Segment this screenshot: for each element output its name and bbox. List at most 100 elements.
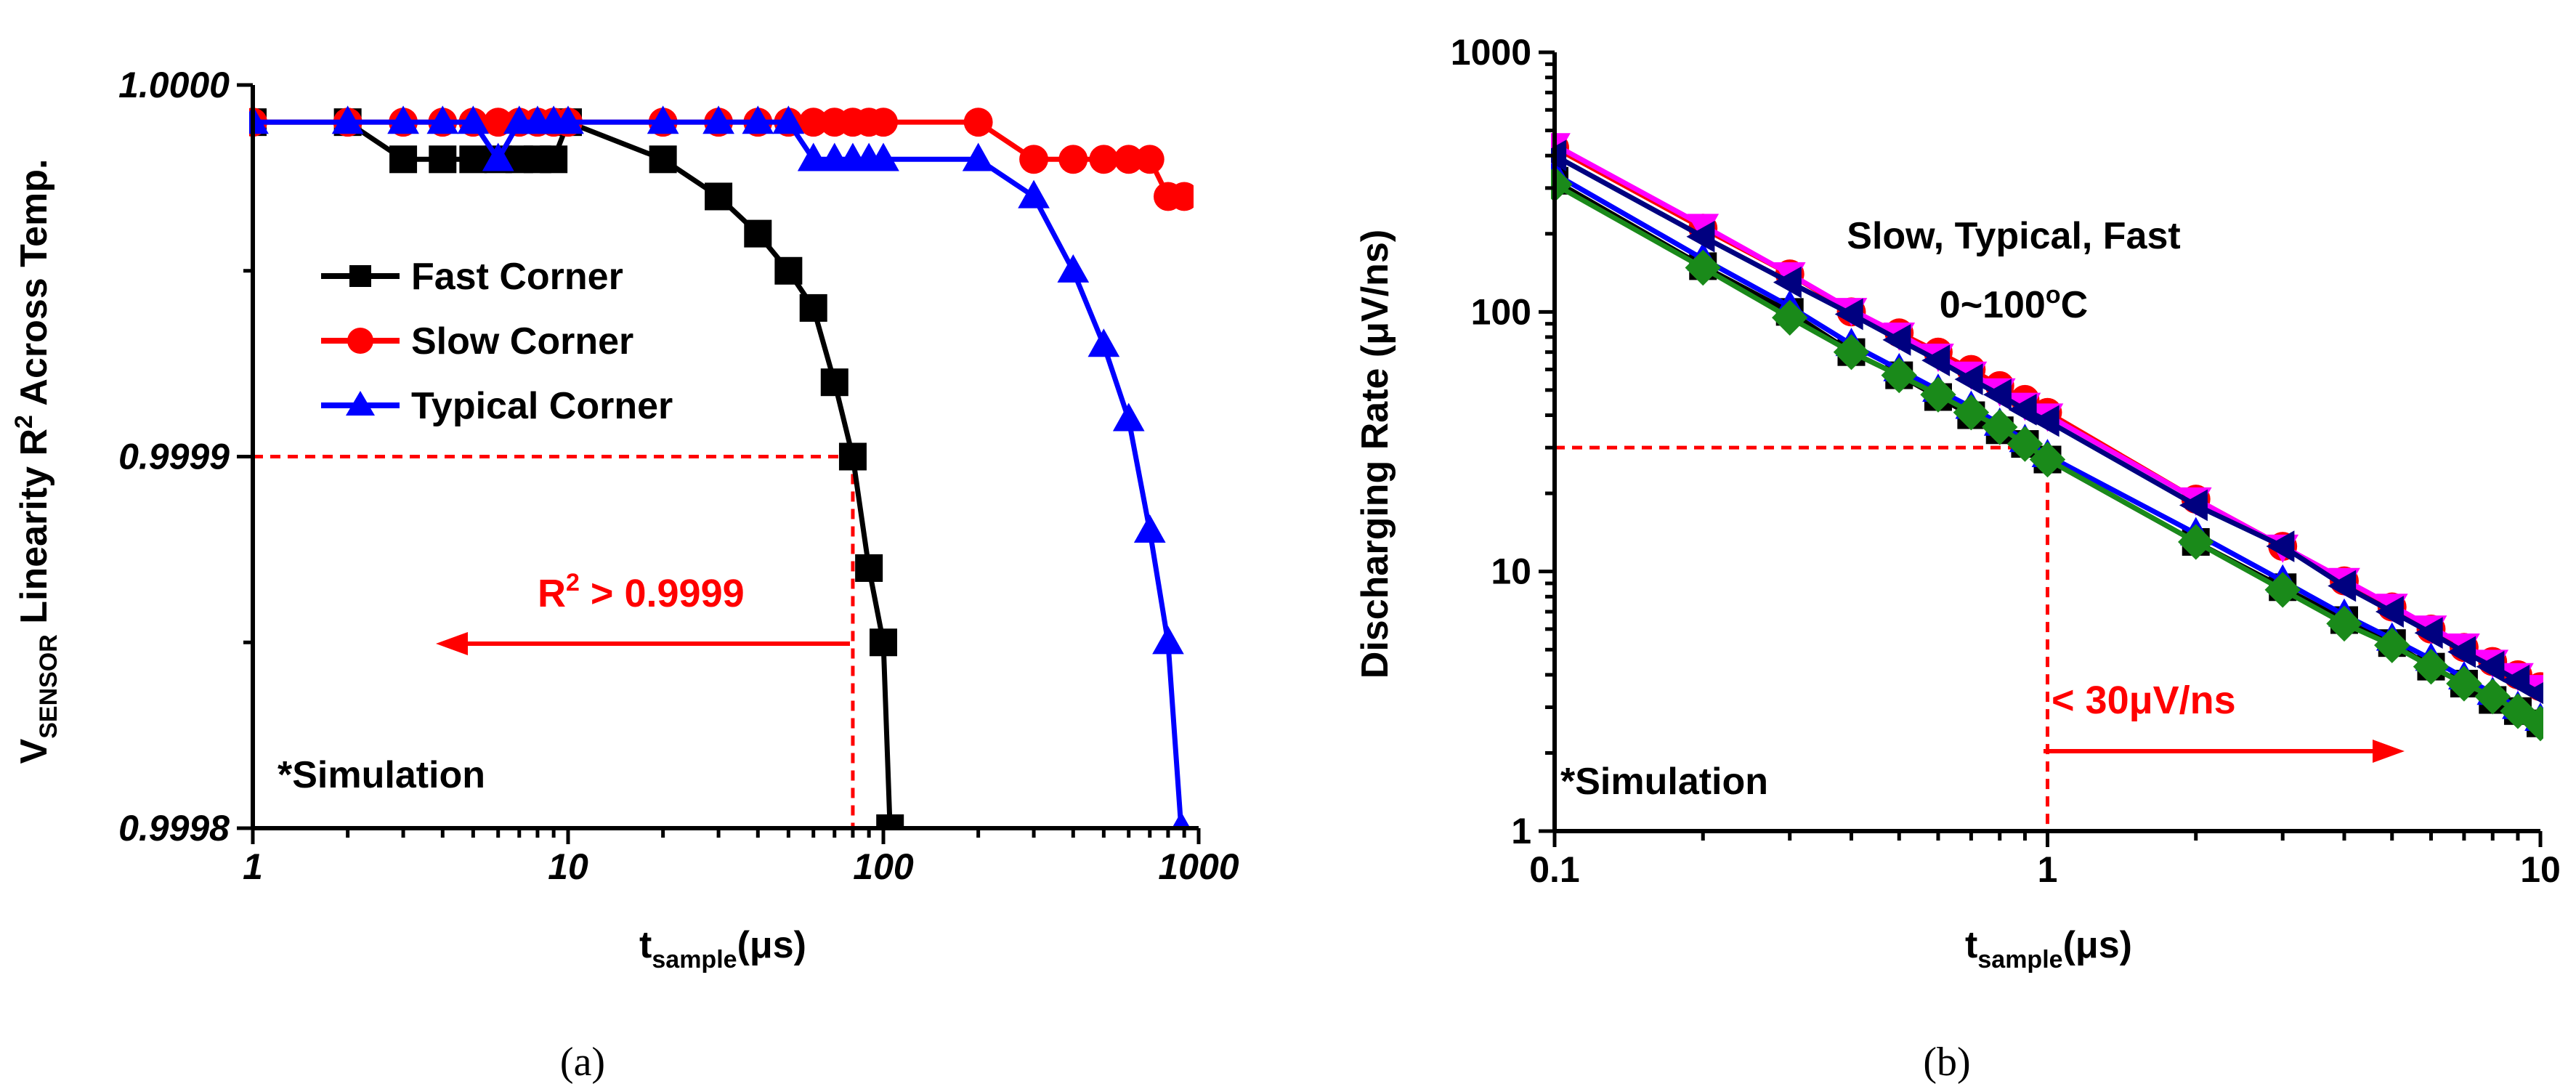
data-point-fast-100c — [1686, 220, 1715, 253]
data-point-fast-corner — [870, 628, 897, 657]
panel-a-legend: Fast Corner Slow Corner Typical Corner — [321, 256, 673, 427]
data-point-slow-0c — [1920, 376, 1956, 413]
data-point-slow-corner — [869, 108, 898, 137]
data-point-typical-corner — [1152, 626, 1184, 655]
data-point-fast-corner — [389, 145, 418, 174]
panel-b-corner-note: Slow, Typical, Fast — [1847, 215, 2180, 257]
panel-b-xlabel-sub: sample — [1977, 946, 2062, 973]
panel-a-chart: 1 10 100 1000 0.9998 0.9999 1.0000 VSENSOR Lin… — [10, 65, 1239, 1085]
panel-b-threshold-lines — [1555, 445, 2049, 831]
data-point-typical-corner — [331, 105, 364, 134]
data-point-fast-corner — [820, 368, 848, 397]
x-tick-label: 1 — [2038, 849, 2058, 890]
data-point-slow-0c — [1953, 394, 1990, 431]
data-point-typical-corner — [772, 105, 805, 134]
data-point-slow-0c — [2326, 605, 2362, 642]
data-point-fast-100c — [2375, 596, 2404, 628]
data-point-slow-corner — [963, 108, 993, 137]
panel-a-ylabel-sub: SENSOR — [35, 634, 62, 739]
data-point-fast-100c — [2266, 530, 2295, 562]
data-point-fast-100c — [2524, 682, 2543, 705]
data-point-fast-100c — [2328, 570, 2357, 602]
data-point-slow-0c — [1982, 409, 2018, 445]
annotation-tail: > 0.9999 — [580, 572, 745, 615]
data-point-fast-corner — [649, 145, 677, 174]
data-point-fast-corner — [774, 256, 803, 285]
data-point-fast-100c — [1982, 378, 2012, 411]
data-point-fast-100c — [2414, 617, 2443, 649]
data-point-slow-0c — [2446, 665, 2482, 702]
x-tick-label: 1000 — [1158, 846, 1239, 887]
temp-note-main: 0~100 — [1940, 284, 2046, 326]
panel-a-ylabel-rest: Linearity R — [13, 429, 55, 634]
data-point-slow-0c — [2006, 426, 2044, 462]
data-point-typical-corner — [387, 105, 419, 134]
panel-b-simulation-note: *Simulation — [1560, 761, 1768, 803]
panel-b-xlabel-unit: (μs) — [2063, 924, 2132, 966]
data-point-slow-0c — [2264, 572, 2301, 608]
legend-item-slow: Slow Corner — [321, 320, 633, 363]
data-point-typical-corner — [867, 142, 899, 171]
panel-b-caption: (b) — [1923, 1040, 1970, 1085]
data-point-fast-100c — [1773, 266, 1802, 299]
data-point-fast-corner — [705, 182, 733, 211]
data-point-typical-corner — [647, 105, 679, 134]
temp-note-tail: C — [2061, 284, 2089, 326]
panel-a-caption: (a) — [560, 1040, 605, 1085]
legend-item-fast: Fast Corner — [321, 256, 623, 298]
data-point-typical-corner — [1087, 328, 1120, 357]
temp-note-sup: o — [2046, 281, 2061, 309]
data-point-slow-corner — [1170, 182, 1194, 211]
x-tick-label: 100 — [853, 846, 914, 887]
data-point-typical-corner — [962, 142, 995, 171]
y-tick-label: 10 — [1491, 551, 1531, 592]
data-point-slow-0c — [2500, 693, 2536, 729]
x-tick-label: 0.1 — [1529, 849, 1580, 890]
y-tick-label: 1 — [1511, 811, 1531, 851]
x-tick-label: 10 — [2520, 849, 2561, 890]
data-point-fast-100c — [2179, 489, 2208, 522]
data-point-fast-corner — [799, 293, 827, 322]
data-point-fast-corner — [744, 219, 772, 248]
y-tick-label: 0.9999 — [118, 437, 230, 477]
data-point-slow-0c — [2178, 524, 2214, 560]
data-point-fast-corner — [838, 442, 867, 471]
legend-label-fast: Fast Corner — [411, 256, 623, 298]
data-point-slow-0c — [1772, 299, 1808, 336]
panel-a-series — [249, 105, 1194, 830]
data-point-slow-0c — [2522, 705, 2543, 742]
panel-a-ylabel-main: V — [13, 738, 55, 764]
data-point-fast-100c — [2447, 636, 2476, 668]
data-point-slow-0c — [1833, 333, 1870, 371]
legend-item-typical: Typical Corner — [321, 385, 673, 427]
panel-a-annotation-text: R2 > 0.9999 — [538, 569, 745, 615]
data-point-slow-corner — [1114, 145, 1143, 174]
legend-label-typical: Typical Corner — [411, 385, 673, 427]
panel-a-xlabel: tsample(μs) — [639, 924, 806, 973]
panel-a-ylabel-tail: Across Temp. — [13, 159, 55, 416]
panel-b-xlabel: tsample(μs) — [1965, 924, 2132, 973]
y-tick-label: 0.9998 — [118, 808, 230, 849]
data-point-typical-corner — [1170, 811, 1191, 830]
data-point-fast-corner — [540, 145, 568, 174]
data-point-slow-corner — [483, 108, 513, 137]
y-tick-label: 1.0000 — [118, 65, 230, 105]
panel-b-axes — [1539, 50, 2543, 847]
panel-b-ylabel: Discharging Rate (μV/ns) — [1354, 230, 1396, 679]
panel-a-arrow-head — [436, 632, 468, 655]
y-tick-label: 1000 — [1451, 32, 1531, 73]
data-point-fast-100c — [1834, 298, 1863, 331]
panel-a-xlabel-sub: sample — [652, 946, 737, 973]
data-point-typical-corner — [1018, 179, 1050, 209]
series-line-typical-corner — [253, 119, 1184, 829]
data-point-slow-corner — [1089, 145, 1119, 174]
x-tick-label: 1 — [243, 846, 263, 887]
data-point-typical-corner — [702, 105, 734, 134]
panel-a-xlabel-unit: (μs) — [737, 924, 806, 966]
data-point-fast-100c — [2501, 664, 2530, 697]
panel-a-simulation-note: *Simulation — [278, 754, 485, 796]
data-point-fast-100c — [2476, 650, 2505, 683]
data-point-slow-corner — [1058, 145, 1088, 174]
